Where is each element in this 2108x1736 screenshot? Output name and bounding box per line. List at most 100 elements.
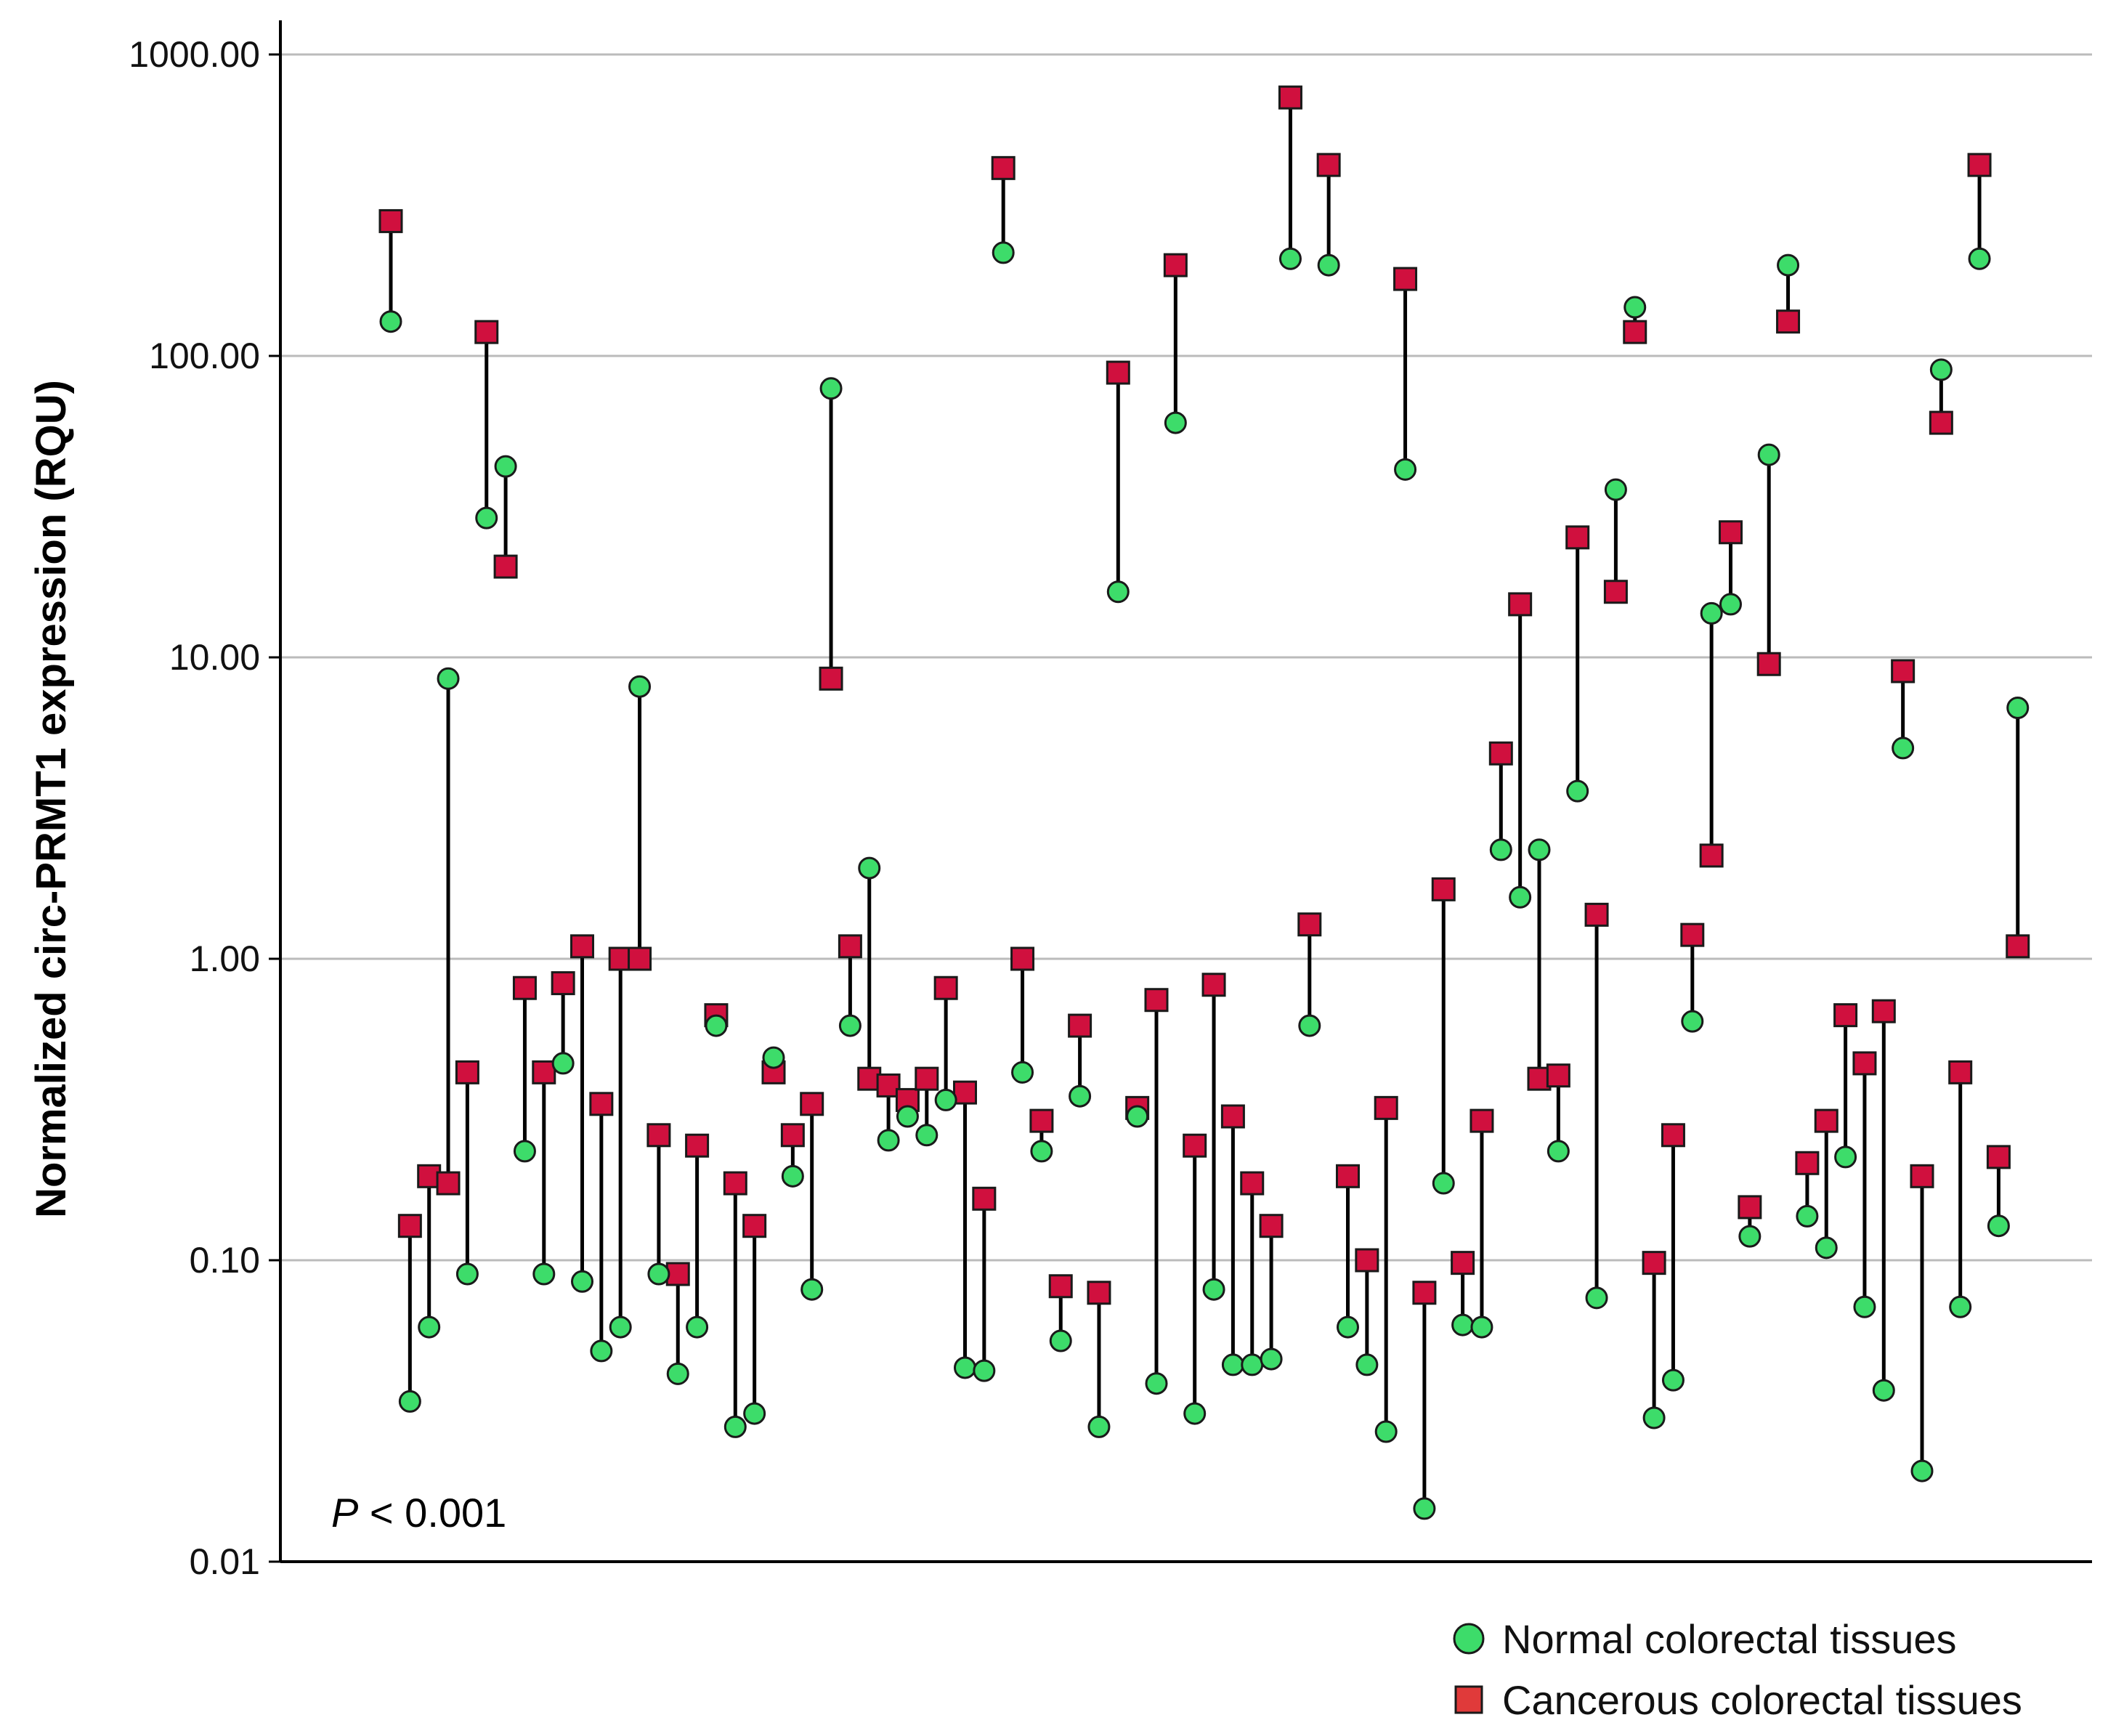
normal-point: [647, 1262, 670, 1286]
normal-point: [1298, 1014, 1321, 1037]
normal-point: [609, 1315, 632, 1339]
normal-point: [1585, 1286, 1608, 1310]
normal-point: [1202, 1278, 1225, 1301]
cancer-point: [1431, 877, 1456, 901]
cancer-point: [1776, 309, 1801, 334]
legend-cancer-label: Cancerous colorectal tissues: [1502, 1677, 2022, 1723]
cancer-point: [1623, 320, 1647, 344]
legend-cancer-marker: [1454, 1685, 1483, 1714]
cancer-point: [1488, 741, 1513, 766]
normal-point: [455, 1262, 479, 1286]
cancer-point: [628, 946, 652, 971]
cancer-point: [1814, 1108, 1839, 1133]
normal-point: [992, 241, 1015, 264]
normal-point: [1451, 1313, 1475, 1337]
cancer-point: [1795, 1151, 1820, 1175]
cancer-point: [1508, 592, 1533, 617]
normal-point: [1049, 1329, 1072, 1352]
cancer-point: [780, 1123, 805, 1148]
cancer-point: [532, 1060, 556, 1084]
normal-point: [1528, 838, 1551, 861]
cancer-point: [1240, 1171, 1265, 1196]
normal-point: [628, 675, 652, 698]
normal-point: [858, 856, 881, 880]
normal-point: [1030, 1140, 1053, 1163]
normal-point: [1394, 458, 1417, 481]
cancer-point: [378, 208, 403, 233]
cancer-point: [1738, 1195, 1762, 1220]
cancer-point: [838, 934, 862, 959]
cancer-point: [723, 1171, 747, 1196]
normal-point: [896, 1105, 919, 1128]
legend: Normal colorectal tissues Cancerous colo…: [1453, 1616, 2022, 1723]
cancer-point: [1680, 922, 1705, 947]
cancer-point: [436, 1171, 461, 1196]
cancer-point: [1986, 1145, 2011, 1169]
normal-point: [1738, 1225, 1762, 1248]
cancer-point: [742, 1214, 767, 1238]
cancer-point: [1412, 1281, 1437, 1305]
normal-point: [1929, 358, 1953, 381]
cancer-point: [474, 320, 499, 344]
normal-point: [1241, 1353, 1264, 1376]
normal-point: [1566, 779, 1589, 803]
legend-normal-label: Normal colorectal tissues: [1502, 1616, 1957, 1662]
cancer-point: [1756, 652, 1781, 676]
cancer-point: [512, 976, 537, 1000]
paired-lines: [389, 97, 2020, 1509]
cancer-point: [1355, 1248, 1379, 1273]
normal-point: [1892, 737, 1915, 760]
normal-point: [590, 1339, 613, 1363]
normal-point: [1642, 1406, 1666, 1429]
normal-point: [494, 455, 517, 478]
normal-point: [513, 1140, 536, 1163]
normal-point: [973, 1359, 996, 1382]
cancer-point: [819, 666, 843, 691]
cancer-point: [493, 554, 518, 579]
cancer-point: [1967, 153, 1992, 177]
normal-point: [838, 1014, 862, 1037]
normal-point: [1106, 580, 1130, 604]
normal-point: [437, 667, 460, 690]
cancer-point: [1948, 1060, 1973, 1084]
normal-point: [1949, 1295, 1972, 1318]
normal-point: [1489, 838, 1512, 861]
normal-point: [1834, 1145, 1857, 1169]
normal-point: [1700, 601, 1723, 625]
normal-point: [1069, 1084, 1092, 1108]
normal-point: [1413, 1497, 1436, 1520]
normal-point: [1432, 1172, 1455, 1195]
normal-point: [418, 1315, 441, 1339]
cancer-point: [1068, 1013, 1092, 1038]
cancer-point: [972, 1186, 997, 1211]
cancer-point: [1546, 1063, 1570, 1088]
normal-point: [800, 1278, 824, 1301]
normal-point: [532, 1262, 556, 1286]
normal-point: [743, 1402, 766, 1425]
cancer-point: [1144, 988, 1169, 1013]
cancer-point: [1029, 1108, 1054, 1133]
normal-point: [1221, 1353, 1244, 1376]
p-value-annotation: P < 0.001: [331, 1490, 506, 1536]
cancer-point: [1374, 1095, 1398, 1120]
p-value-text: < 0.001: [358, 1490, 506, 1536]
cancer-point: [665, 1262, 690, 1286]
cancer-point: [1297, 912, 1322, 937]
cancer-point: [1833, 1003, 1858, 1028]
normal-point: [1757, 443, 1780, 466]
y-tick-label: 1000.00: [129, 34, 260, 75]
normal-point: [1126, 1105, 1149, 1128]
normal-point: [1470, 1315, 1493, 1339]
normal-point: [1661, 1368, 1685, 1392]
cancer-point: [1393, 267, 1418, 291]
normal-point: [1374, 1420, 1398, 1443]
cancer-point: [1719, 520, 1743, 545]
normal-point: [762, 1046, 785, 1069]
normal-point: [1317, 253, 1340, 277]
normal-point: [1604, 478, 1627, 501]
normal-point: [1987, 1214, 2010, 1238]
normal-point: [475, 506, 498, 530]
cancer-point: [551, 971, 575, 996]
cancer-point: [1048, 1274, 1073, 1299]
y-tick-label: 1.00: [190, 938, 260, 979]
